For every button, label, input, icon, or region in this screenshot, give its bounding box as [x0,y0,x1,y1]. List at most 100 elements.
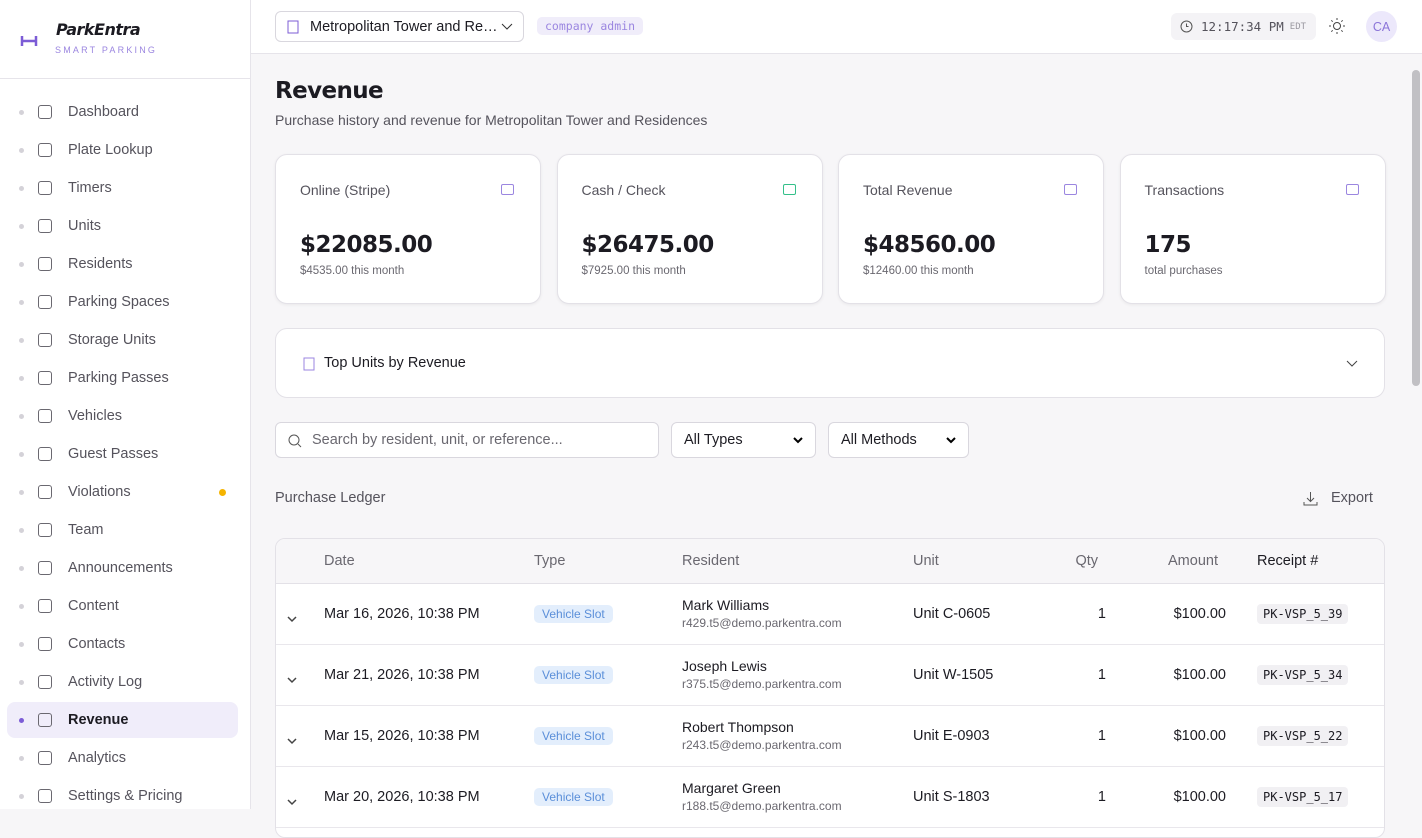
role-badge: company admin [537,17,644,35]
nav-icon [38,409,52,423]
nav-item[interactable]: Storage Units [7,322,238,358]
nav-label: Analytics [68,750,127,766]
stat-sub: total purchases [1144,265,1223,277]
amount: $100.00 [1173,728,1226,744]
timezone: EDT [1289,21,1307,32]
scrollbar[interactable] [1412,70,1420,386]
table-row[interactable]: Mar 20, 2026, 10:38 PM Vehicle Slot Margar… [276,767,1384,828]
column-header[interactable]: Unit [913,553,945,569]
qty: 1 [1097,728,1106,744]
top-units-panel[interactable]: Top Units by Revenue [275,328,1385,398]
expand-chevron[interactable] [287,671,297,684]
column-header[interactable]: Receipt # [1257,553,1324,569]
nav-item[interactable]: Plate Lookup [7,132,238,168]
column-header[interactable]: Resident [682,553,745,569]
chevron [793,436,803,443]
stat-label: Cash / Check [581,182,666,198]
nav-label: Parking Spaces [68,294,170,310]
logo [20,36,38,46]
stat-label: Total Revenue [863,182,953,198]
nav-item[interactable]: Analytics [7,740,238,776]
nav-item[interactable]: Violations [7,474,238,510]
nav-item[interactable]: Activity Log [7,664,238,700]
nav-item[interactable]: Settings & Pricing [7,778,238,814]
table-row[interactable]: Mar 15, 2026, 10:38 PM Vehicle Slot Robert… [276,706,1384,767]
date: Mar 16, 2026, 10:38 PM [324,606,480,622]
export-button[interactable]: Export [1303,490,1373,506]
ledger-title: Purchase Ledger [275,490,386,506]
nav-dot [19,679,24,685]
column-header[interactable]: Date [324,553,361,569]
nav-dot [19,451,24,457]
nav-icon [38,599,52,613]
expand-chevron[interactable] [287,610,297,623]
panel-title: Top Units by Revenue [324,355,466,371]
receipt-cell: PK-VSP_5_22 [1257,726,1349,746]
column-header[interactable]: Qty [1075,553,1104,569]
expand-chevron[interactable] [287,732,297,745]
nav-dot [19,109,24,115]
stat-value: $26475.00 [581,232,715,258]
nav-dot [19,299,24,305]
nav-icon [38,333,52,347]
avatar[interactable]: CA [1366,11,1397,42]
nav-item[interactable]: Announcements [7,550,238,586]
theme-toggle[interactable] [1329,18,1345,34]
nav-item[interactable]: Timers [7,170,238,206]
resident-email: r429.t5@demo.parkentra.com [682,616,842,630]
method-select[interactable]: All Methods [828,422,969,458]
column-label: Type [534,553,566,569]
nav-item[interactable]: Contacts [7,626,238,662]
nav-item[interactable]: Content [7,588,238,624]
nav-item[interactable]: Dashboard [7,94,238,130]
nav-icon [38,561,52,575]
stat-card: Cash / Check $26475.00 $7925.00 this month [556,154,823,304]
nav-item[interactable]: Parking Passes [7,360,238,396]
nav-dot [19,261,24,267]
stat-value: $22085.00 [300,232,433,258]
method-value: All Methods [841,432,917,448]
type-value: All Types [684,432,743,448]
stat-sub: $7925.00 this month [581,265,686,277]
nav-dot [19,793,24,799]
nav-label: Timers [68,180,112,196]
clock-icon [1180,20,1193,33]
nav-dot [19,527,24,533]
nav-icon [38,789,52,803]
stat-card: Total Revenue $48560.00 $12460.00 this mon… [838,154,1104,304]
nav-icon [38,675,52,689]
clock: 12:17:34 PM EDT [1171,13,1317,40]
resident-name: Margaret Green [682,780,781,796]
type-badge: Vehicle Slot [534,788,613,806]
nav-item[interactable]: Revenue [7,702,238,738]
nav-dot [19,565,24,571]
nav-item[interactable]: Residents [7,246,238,282]
nav-dot [19,717,24,723]
chevron [287,677,297,684]
nav-item[interactable]: Parking Spaces [7,284,238,320]
unit: Unit E-0903 [913,728,990,744]
stat-label: Online (Stripe) [300,182,391,198]
amount: $100.00 [1173,606,1226,622]
nav-item[interactable]: Units [7,208,238,244]
column-header[interactable]: Amount [1168,553,1224,569]
expand-chevron[interactable] [287,793,297,806]
stat-icon [1064,184,1077,195]
receipt-cell: PK-VSP_5_39 [1257,604,1349,624]
table-row[interactable]: Mar 16, 2026, 10:38 PM Vehicle Slot Mark W… [276,584,1384,645]
property-select[interactable]: Metropolitan Tower and Residences [275,11,524,42]
column-header[interactable]: Type [534,553,571,569]
icon [1303,492,1318,506]
stat-sub: $12460.00 this month [863,265,974,277]
nav-label: Content [68,598,119,614]
type-select[interactable]: All Types [671,422,816,458]
column-label: Unit [913,553,939,569]
chevron [501,23,513,30]
nav-item[interactable]: Vehicles [7,398,238,434]
table-row[interactable]: Mar 21, 2026, 10:38 PM Vehicle Slot Joseph… [276,645,1384,706]
nav-item[interactable]: Team [7,512,238,548]
search-input[interactable]: Search by resident, unit, or reference..… [275,422,659,458]
unit: Unit C-0605 [913,606,991,622]
nav-dot [19,413,24,419]
nav-item[interactable]: Guest Passes [7,436,238,472]
